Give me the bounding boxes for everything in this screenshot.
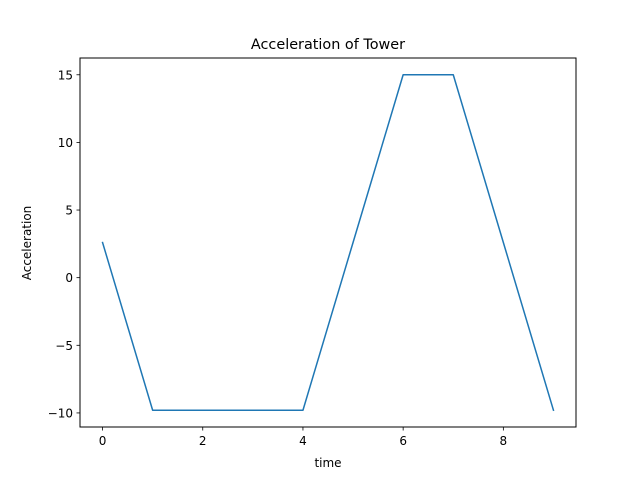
- x-tick-label: 8: [500, 434, 508, 448]
- x-tick-label: 2: [199, 434, 207, 448]
- y-axis-label: Acceleration: [20, 206, 34, 281]
- y-tick-label: 5: [65, 204, 73, 218]
- chart-title: Acceleration of Tower: [251, 37, 405, 53]
- y-tick-label: 0: [65, 271, 73, 285]
- y-tick-label: 15: [58, 68, 73, 82]
- y-tick-label: 10: [58, 136, 73, 150]
- x-tick-label: 4: [299, 434, 307, 448]
- x-tick-label: 6: [399, 434, 407, 448]
- x-tick-label: 0: [99, 434, 107, 448]
- x-axis-label: time: [314, 456, 341, 470]
- plot-area: 0 2 4 6 8 −10 −5 0 5 10 15: [48, 57, 577, 448]
- axes-frame: [79, 57, 577, 428]
- y-tick-label: −10: [48, 406, 73, 420]
- series-line-0: [101, 74, 555, 412]
- y-tick-label: −5: [55, 339, 73, 353]
